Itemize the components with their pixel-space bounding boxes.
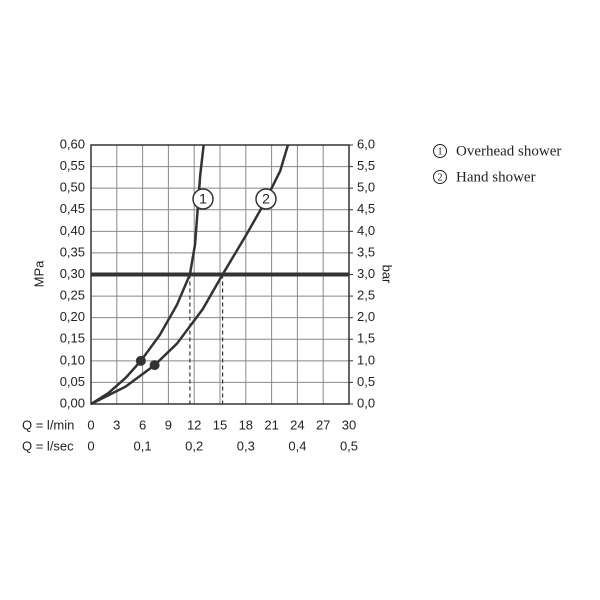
y-tick-label: 0,20 — [60, 309, 85, 324]
x-tick-label: 3 — [113, 417, 120, 432]
y-tick-label: 0,55 — [60, 158, 85, 173]
x2-tick-label: 0,3 — [237, 438, 255, 453]
x-tick-label: 9 — [165, 417, 172, 432]
y2-tick-label: 3,0 — [357, 266, 375, 281]
y-tick-label: 0,00 — [60, 395, 85, 410]
x2-tick-label: 0,2 — [185, 438, 203, 453]
y-tick-label: 0,50 — [60, 180, 85, 195]
y-tick-label: 0,60 — [60, 136, 85, 151]
legend: 1 Overhead shower 2 Hand shower — [433, 143, 561, 185]
y2-tick-label: 0,0 — [357, 395, 375, 410]
y2-tick-label: 1,5 — [357, 331, 375, 346]
x-tick-label: 18 — [239, 417, 253, 432]
legend-label: Hand shower — [456, 169, 536, 185]
y-tick-label: 0,40 — [60, 223, 85, 238]
y-tick-label: 0,10 — [60, 352, 85, 367]
curve-label-circle — [255, 188, 277, 210]
x-tick-label: 12 — [187, 417, 201, 432]
y2-tick-label: 0,5 — [357, 374, 375, 389]
curve-label: 2 — [262, 191, 270, 207]
y-tick-label: 0,25 — [60, 288, 85, 303]
legend-label: Overhead shower — [456, 143, 561, 159]
y-tick-label: 0,05 — [60, 374, 85, 389]
y2-tick-label: 3,5 — [357, 244, 375, 259]
x2-tick-label: 0,1 — [134, 438, 152, 453]
curve-label: 1 — [199, 191, 207, 207]
x2-tick-label: 0 — [87, 438, 94, 453]
y2-tick-label: 4,0 — [357, 223, 375, 238]
x-axis-label: Q = l/min — [22, 417, 74, 432]
y2-tick-label: 1,0 — [357, 352, 375, 367]
legend-circle — [433, 170, 447, 184]
y-tick-label: 0,15 — [60, 331, 85, 346]
x-tick-label: 27 — [316, 417, 330, 432]
operating-point — [149, 360, 160, 371]
y2-tick-label: 2,5 — [357, 288, 375, 303]
y-axis-label: MPa — [31, 260, 46, 288]
y2-tick-label: 5,5 — [357, 158, 375, 173]
curve-label-circle — [192, 188, 214, 210]
x-tick-label: 0 — [87, 417, 94, 432]
y2-tick-label: 6,0 — [357, 136, 375, 151]
operating-point — [135, 355, 146, 366]
y-tick-label: 0,35 — [60, 244, 85, 259]
legend-number: 1 — [438, 146, 443, 157]
x2-tick-label: 0,4 — [288, 438, 306, 453]
y2-tick-label: 4,5 — [357, 201, 375, 216]
y2-axis-label: bar — [380, 265, 395, 284]
x2-axis-label: Q = l/sec — [22, 438, 74, 453]
y2-tick-label: 2,0 — [357, 309, 375, 324]
legend-circle — [433, 144, 447, 158]
x-tick-label: 6 — [139, 417, 146, 432]
y-tick-label: 0,30 — [60, 266, 85, 281]
legend-number: 2 — [438, 172, 443, 183]
y2-tick-label: 5,0 — [357, 180, 375, 195]
x-tick-label: 30 — [342, 417, 356, 432]
series-line — [90, 144, 290, 406]
x-tick-label: 24 — [290, 417, 304, 432]
x-tick-label: 21 — [264, 417, 278, 432]
x-tick-label: 15 — [213, 417, 227, 432]
y-tick-label: 0,45 — [60, 201, 85, 216]
x2-tick-label: 0,5 — [340, 438, 358, 453]
